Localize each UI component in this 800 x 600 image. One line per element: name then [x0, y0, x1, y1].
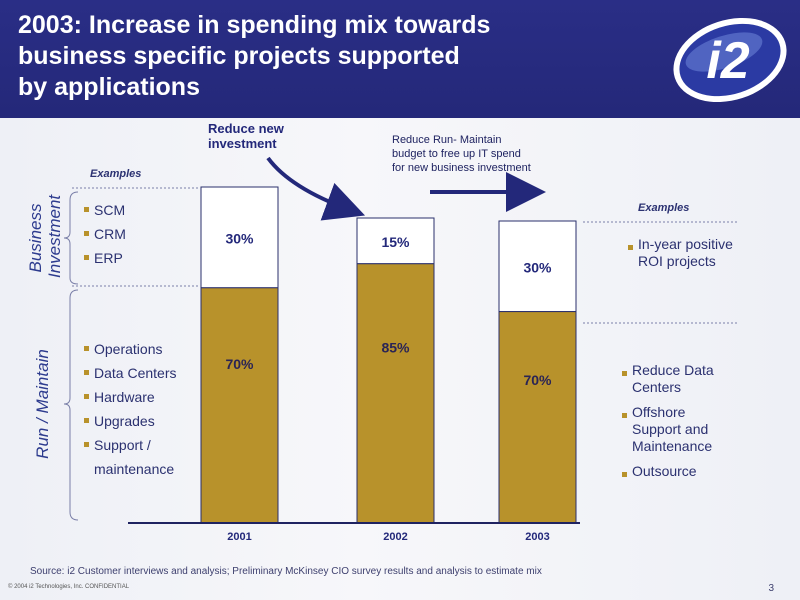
- run-examples-list-right: Reduce Data Centers Offshore Support and …: [622, 362, 714, 488]
- data-label-run-2001: 70%: [225, 356, 254, 372]
- data-label-run-2003: 70%: [523, 372, 552, 388]
- bullet-icon: [84, 442, 89, 447]
- i2-logo: i2: [673, 17, 787, 103]
- list-item-text: Hardware: [94, 389, 155, 405]
- run-example-item-right: Outsource: [622, 463, 714, 480]
- bullet-icon: [84, 370, 89, 375]
- bullet-icon: [84, 207, 89, 212]
- bullet-icon: [622, 413, 627, 418]
- data-label-run-2002: 85%: [381, 340, 410, 356]
- bullet-icon: [84, 231, 89, 236]
- run-example-item: Hardware: [84, 385, 176, 409]
- bar-segment-business-2002: [356, 217, 435, 265]
- run-example-item-right: Reduce Data Centers: [622, 362, 714, 396]
- data-label-business-2002: 15%: [381, 234, 410, 250]
- run-example-item: Upgrades: [84, 409, 176, 433]
- data-label-business-2001: 30%: [225, 230, 254, 246]
- bar-segment-run-2002: [356, 263, 435, 524]
- logo-text: i2: [706, 32, 749, 90]
- reduce-run-maintain-callout: Reduce Run- Maintain budget to free up I…: [392, 134, 531, 174]
- business-examples-list: SCM CRM ERP: [84, 198, 126, 270]
- list-item-text: Upgrades: [94, 413, 155, 429]
- list-item-text: ERP: [94, 250, 123, 266]
- guide-lines: [63, 187, 737, 521]
- list-item-text: Data Centers: [94, 365, 177, 381]
- business-example-item: SCM: [84, 198, 126, 222]
- run-example-item-right: Offshore Support and Maintenance: [622, 404, 714, 455]
- business-example-item: ERP: [84, 246, 126, 270]
- slide-title: 2003: Increase in spending mix towards b…: [18, 11, 491, 101]
- list-item-text: CRM: [94, 226, 126, 242]
- run-example-item: Data Centers: [84, 361, 176, 385]
- bullet-icon: [622, 472, 627, 477]
- bar-segment-run-2003: [498, 311, 577, 524]
- bullet-icon: [628, 245, 633, 250]
- data-label-business-2003: 30%: [523, 259, 552, 275]
- list-item-text: Reduce Data Centers: [632, 362, 714, 395]
- examples-label-left: Examples: [90, 168, 142, 180]
- bar-segment-run-2001: [200, 287, 279, 524]
- list-item-text: SCM: [94, 202, 126, 218]
- bullet-icon: [84, 346, 89, 351]
- business-example-item-right: In-year positive ROI projects: [628, 236, 733, 270]
- bar-segment-business-2001: [200, 186, 279, 289]
- bullet-icon: [84, 394, 89, 399]
- bullet-icon: [84, 418, 89, 423]
- run-example-item: Operations: [84, 337, 176, 361]
- x-tick-label-2003: 2003: [525, 531, 549, 543]
- reduce-new-investment-callout: Reduce new investment: [208, 121, 284, 151]
- list-item-text: Outsource: [632, 463, 697, 479]
- title-banner: 2003: Increase in spending mix towards b…: [0, 0, 800, 118]
- run-example-item: Support / maintenance: [84, 433, 176, 481]
- copyright-note: © 2004 i2 Technologies, Inc. CONFIDENTIA…: [8, 584, 130, 590]
- list-item-text: Operations: [94, 341, 163, 357]
- y-group-label-business: Business Investment: [26, 194, 64, 278]
- y-group-label-run: Run / Maintain: [33, 349, 52, 459]
- page-number: 3: [768, 583, 774, 594]
- x-tick-label-2001: 2001: [227, 531, 251, 543]
- list-item-text: Offshore Support and Maintenance: [632, 404, 713, 454]
- source-note: Source: i2 Customer interviews and analy…: [30, 566, 542, 577]
- reduce-investment-arrow: [266, 156, 366, 221]
- business-examples-list-right: In-year positive ROI projects: [628, 236, 733, 270]
- bullet-icon: [622, 371, 627, 376]
- bullet-icon: [84, 255, 89, 260]
- bars-group: 30% 70% 2001 15% 85% 2002 30% 70% 2003: [200, 186, 577, 543]
- business-example-item: CRM: [84, 222, 126, 246]
- examples-label-right: Examples: [638, 202, 690, 214]
- run-examples-list: Operations Data Centers Hardware Upgrades Su…: [84, 337, 176, 481]
- list-item-text: In-year positive ROI projects: [638, 236, 733, 269]
- list-item-text: Support / maintenance: [94, 437, 175, 477]
- bar-segment-business-2003: [498, 220, 577, 313]
- x-tick-label-2002: 2002: [383, 531, 407, 543]
